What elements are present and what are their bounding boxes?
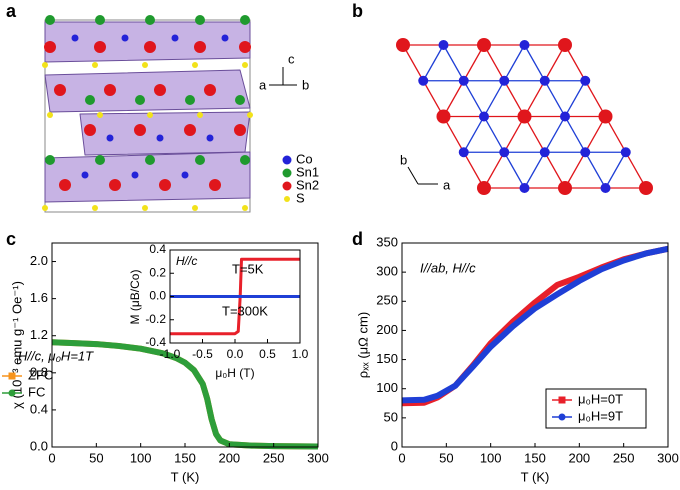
y-tick-label: -0.2 (145, 312, 166, 326)
y-tick-label: 100 (376, 380, 398, 395)
series-label: T=300K (222, 303, 268, 318)
x-tick-label: -0.5 (192, 347, 213, 361)
legend-label: FC (28, 384, 45, 399)
annotation: I//ab, H//c (420, 260, 476, 275)
y-axis-label: M (μB/Co) (128, 270, 142, 325)
legend-marker (8, 389, 16, 397)
x-tick-label: 50 (439, 450, 453, 465)
y-tick-label: 0.0 (149, 289, 166, 303)
x-tick-label: 300 (657, 450, 679, 465)
y-tick-label: 0 (391, 438, 398, 453)
x-tick-label: 0.5 (259, 347, 276, 361)
x-tick-label: 200 (568, 450, 590, 465)
y-axis-label: ρₓₓ (μΩ cm) (355, 312, 370, 378)
polyhedra-layer (79, 111, 251, 156)
x-tick-label: 0.0 (227, 347, 244, 361)
legend-label: S (296, 190, 305, 205)
x-tick-label: 100 (480, 450, 502, 465)
x-tick-label: 100 (130, 450, 152, 465)
sn2-atoms (44, 41, 251, 191)
panel-letter: d (352, 229, 363, 249)
legend-marker (284, 196, 290, 202)
x-tick-label: 250 (613, 450, 635, 465)
annotation: H//c (176, 254, 197, 268)
y-tick-label: 2.0 (30, 253, 48, 268)
legend-marker (558, 413, 566, 421)
x-tick-label: 0 (48, 450, 55, 465)
polyhedra-layer (44, 69, 251, 113)
sn-atoms (396, 38, 653, 195)
axis-name: c (288, 51, 295, 66)
y-tick-label: 250 (376, 293, 398, 308)
legend-marker (8, 372, 16, 380)
sn1-atoms (45, 15, 250, 165)
co-atoms (418, 40, 631, 193)
y-tick-label: -0.4 (145, 335, 166, 349)
y-tick-label: 350 (376, 234, 398, 249)
s-atoms (42, 62, 253, 211)
legend-label: Sn2 (296, 177, 319, 192)
annotation: H//c, μ₀H=1T (18, 348, 94, 363)
x-tick-label: 250 (263, 450, 285, 465)
y-tick-label: 0.4 (30, 401, 48, 416)
legend-label: ZFC (28, 367, 53, 382)
y-tick-label: 0.8 (30, 364, 48, 379)
axis-name: b (400, 152, 407, 167)
y-tick-label: 0.4 (149, 242, 166, 256)
panel-letter: a (6, 1, 17, 21)
series-label: T=5K (232, 261, 264, 276)
axis-name: b (302, 77, 309, 92)
axis-name: a (259, 77, 267, 92)
legend-marker (282, 181, 292, 191)
y-tick-label: 300 (376, 264, 398, 279)
axis-name: a (443, 177, 451, 192)
x-tick-label: 50 (89, 450, 103, 465)
legend-label: μ₀H=9T (578, 408, 623, 423)
x-tick-label: 150 (524, 450, 546, 465)
y-tick-label: 0.0 (30, 438, 48, 453)
x-tick-label: 1.0 (292, 347, 309, 361)
y-tick-label: 1.6 (30, 290, 48, 305)
x-tick-label: 0 (398, 450, 405, 465)
x-axis-label: μ₀H (T) (215, 366, 254, 380)
legend-label: Co (296, 151, 313, 166)
data-line (170, 257, 300, 336)
legend-label: Sn1 (296, 164, 319, 179)
legend-label: μ₀H=0T (578, 391, 623, 406)
panel-letter: c (6, 229, 16, 249)
legend-marker (282, 168, 292, 178)
x-tick-label: 200 (218, 450, 240, 465)
y-tick-label: 1.2 (30, 327, 48, 342)
co-atoms (71, 34, 229, 179)
x-tick-label: 150 (174, 450, 196, 465)
x-axis-label: T (K) (171, 469, 200, 484)
data-line (51, 339, 319, 450)
y-tick-label: 150 (376, 351, 398, 366)
legend-marker (282, 155, 292, 165)
crystal-structure (42, 15, 253, 213)
x-tick-label: -1.0 (160, 347, 181, 361)
legend-marker (558, 396, 566, 404)
x-axis-label: T (K) (521, 469, 550, 484)
x-tick-label: 300 (307, 450, 329, 465)
y-tick-label: 200 (376, 322, 398, 337)
y-tick-label: 0.2 (149, 265, 166, 279)
y-tick-label: 50 (384, 409, 398, 424)
axis-arrows (269, 67, 297, 86)
panel-letter: b (352, 1, 363, 21)
data-line (401, 245, 669, 404)
axis-arrows (407, 166, 438, 185)
legend-box (545, 388, 647, 429)
